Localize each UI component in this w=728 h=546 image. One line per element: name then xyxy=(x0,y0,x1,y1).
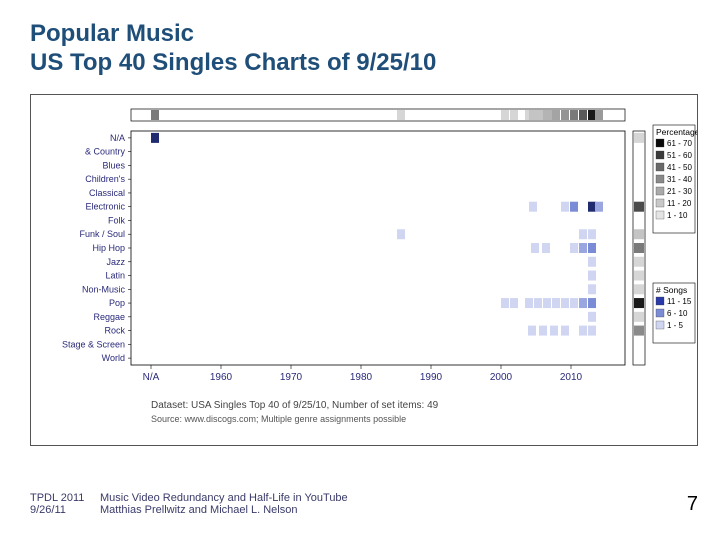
svg-text:51 - 60: 51 - 60 xyxy=(667,151,692,160)
svg-text:1990: 1990 xyxy=(420,372,443,383)
svg-text:1 - 10: 1 - 10 xyxy=(667,211,688,220)
svg-text:61 - 70: 61 - 70 xyxy=(667,139,692,148)
svg-text:6 - 10: 6 - 10 xyxy=(667,309,688,318)
svg-text:41 - 50: 41 - 50 xyxy=(667,163,692,172)
svg-text:Rock: Rock xyxy=(104,326,125,336)
svg-text:Funk / Soul: Funk / Soul xyxy=(79,229,125,239)
page-number: 7 xyxy=(687,493,698,516)
svg-text:21 - 30: 21 - 30 xyxy=(667,187,692,196)
svg-text:Stage & Screen: Stage & Screen xyxy=(62,339,125,349)
footer-authors: Matthias Prellwitz and Michael L. Nelson xyxy=(100,504,348,516)
svg-text:Blues: Blues xyxy=(102,160,125,170)
svg-text:1 - 5: 1 - 5 xyxy=(667,321,684,330)
footer: TPDL 2011 9/26/11 Music Video Redundancy… xyxy=(30,492,698,516)
svg-text:31 - 40: 31 - 40 xyxy=(667,175,692,184)
chart-svg: N/A & Country Blues Children's Classical Elec… xyxy=(31,95,697,445)
svg-text:N/A: N/A xyxy=(143,372,160,383)
svg-text:Latin: Latin xyxy=(105,271,125,281)
svg-text:1960: 1960 xyxy=(210,372,233,383)
svg-text:Hip Hop: Hip Hop xyxy=(92,243,125,253)
svg-text:& Country: & Country xyxy=(85,147,126,157)
svg-text:# Songs: # Songs xyxy=(656,285,687,295)
svg-text:Children's: Children's xyxy=(85,174,125,184)
svg-text:1980: 1980 xyxy=(350,372,373,383)
svg-text:Jazz: Jazz xyxy=(106,257,125,267)
svg-text:Pop: Pop xyxy=(109,298,125,308)
caption-source: Source: www.discogs.com; Multiple genre … xyxy=(151,413,438,426)
svg-text:2000: 2000 xyxy=(490,372,513,383)
footer-event: TPDL 2011 xyxy=(30,492,100,504)
svg-text:11 - 15: 11 - 15 xyxy=(667,297,692,306)
svg-text:World: World xyxy=(102,353,125,363)
slide-title: Popular Music US Top 40 Singles Charts o… xyxy=(30,20,436,78)
svg-text:N/A: N/A xyxy=(110,133,125,143)
svg-text:Percentage: Percentage xyxy=(656,127,697,137)
footer-date: 9/26/11 xyxy=(30,504,100,516)
svg-text:Non-Music: Non-Music xyxy=(82,284,126,294)
svg-text:Folk: Folk xyxy=(108,215,126,225)
svg-text:1970: 1970 xyxy=(280,372,303,383)
title-line-2: US Top 40 Singles Charts of 9/25/10 xyxy=(30,49,436,78)
caption-main: Dataset: USA Singles Top 40 of 9/25/10, … xyxy=(151,399,438,413)
footer-talk-title: Music Video Redundancy and Half-Life in … xyxy=(100,492,348,504)
chart-caption: Dataset: USA Singles Top 40 of 9/25/10, … xyxy=(151,399,438,426)
slide: Popular Music US Top 40 Singles Charts o… xyxy=(0,0,728,546)
svg-text:Electronic: Electronic xyxy=(85,202,125,212)
svg-text:Reggae: Reggae xyxy=(93,312,125,322)
svg-text:Classical: Classical xyxy=(89,188,125,198)
title-line-1: Popular Music xyxy=(30,20,436,49)
svg-text:11 - 20: 11 - 20 xyxy=(667,199,692,208)
chart-frame: N/A & Country Blues Children's Classical Elec… xyxy=(30,94,698,446)
svg-text:2010: 2010 xyxy=(560,372,583,383)
